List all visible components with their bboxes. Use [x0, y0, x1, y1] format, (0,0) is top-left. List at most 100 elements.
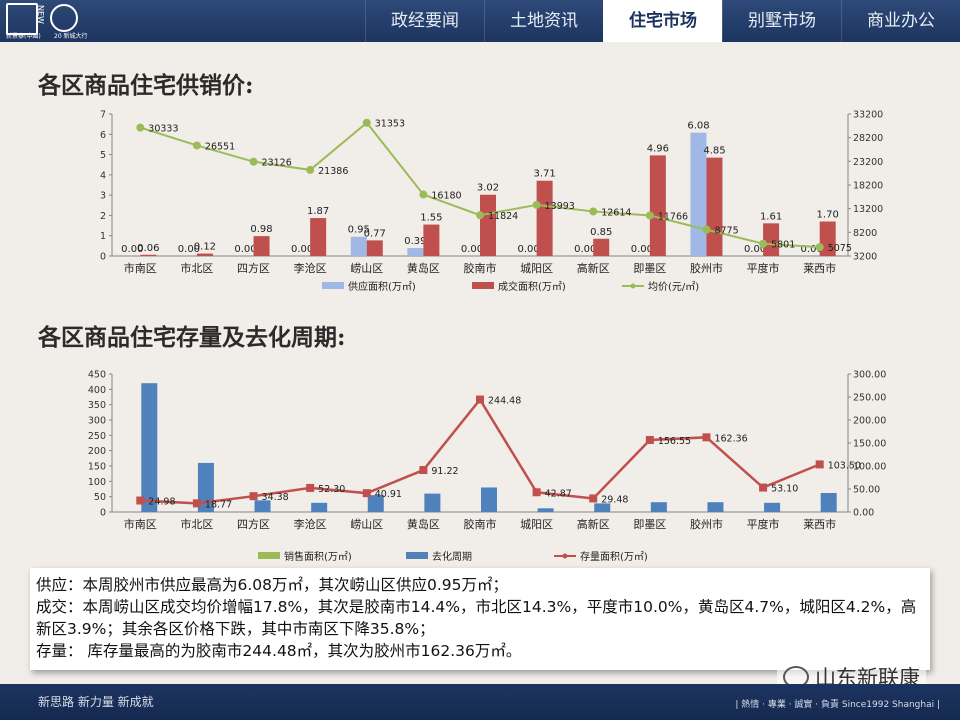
bar-value-label: 1.61 [760, 211, 782, 222]
y-tick-label-right: 13200 [853, 204, 883, 215]
y-tick-label-right: 0.00 [853, 508, 874, 519]
bar-value-label: 0.00 [631, 244, 653, 255]
line-value-label: 26551 [205, 141, 235, 152]
x-tick-label: 莱西市 [803, 261, 836, 275]
y-tick-label-right: 100.00 [853, 462, 886, 473]
x-tick-label: 崂山区 [350, 518, 383, 531]
line-point [476, 395, 484, 404]
line-point [476, 211, 484, 220]
line-series [140, 397, 821, 505]
line-point [249, 492, 258, 501]
line-value-label: 156.55 [658, 436, 691, 447]
legend-label: 销售面积(万㎡) [284, 550, 352, 563]
bar-1 [310, 218, 327, 256]
line-value-label: 244.48 [488, 396, 521, 407]
tab-commercial-office[interactable]: 商业办公 [841, 0, 960, 42]
x-tick-label: 高新区 [577, 261, 610, 275]
x-tick-label: 高新区 [577, 517, 610, 531]
line-value-label: 12614 [601, 207, 631, 218]
footer-slogan: 新思路 新力量 新成就 [38, 695, 154, 709]
bar-1 [196, 253, 213, 256]
line-value-label: 53.10 [771, 484, 798, 495]
line-value-label: 21386 [318, 166, 348, 177]
tab-land-info[interactable]: 土地资讯 [484, 0, 603, 42]
bar-value-label: 6.08 [687, 121, 709, 132]
y-tick-label-left: 300 [88, 416, 106, 427]
line-value-label: 34.38 [262, 492, 289, 503]
bar-1 [594, 503, 611, 512]
line-value-label: 18.77 [205, 499, 232, 510]
bar-value-label: 0.00 [178, 244, 200, 255]
bar-1 [536, 180, 553, 256]
bar-1 [537, 508, 554, 512]
y-tick-label-right: 8200 [853, 228, 877, 239]
legend-marker-icon [562, 553, 568, 559]
y-tick-label-left: 3 [100, 191, 106, 202]
note-deal: 成交：本周崂山区成交均价增幅17.8%，其次是胶南市14.4%，市北区14.3%… [36, 598, 917, 638]
line-value-label: 5075 [828, 243, 852, 254]
logo-circle-icon [50, 4, 78, 32]
bar-1 [763, 223, 780, 256]
bar-value-label: 4.96 [647, 143, 669, 154]
bar-1 [366, 240, 383, 256]
bar-value-label: 0.00 [744, 244, 766, 255]
bar-1 [141, 383, 158, 512]
bar-value-label: 0.00 [574, 244, 596, 255]
y-tick-label-right: 23200 [853, 157, 883, 168]
x-tick-label: 崂山区 [350, 262, 383, 275]
bar-value-label: 3.02 [477, 183, 499, 194]
y-tick-label-left: 2 [100, 211, 106, 222]
bar-1 [593, 238, 610, 256]
x-tick-label: 市北区 [180, 517, 213, 531]
y-tick-label-right: 250.00 [853, 393, 886, 404]
x-tick-label: 四方区 [237, 517, 270, 531]
nav-tabs: 政经要闻 土地资讯 住宅市场 别墅市场 商业办公 [365, 0, 960, 42]
x-tick-label: 莱西市 [803, 517, 836, 531]
x-tick-label: 黄岛区 [407, 517, 440, 531]
line-value-label: 8775 [714, 226, 738, 237]
line-point [532, 200, 541, 209]
section-title-stock-cycle: 各区商品住宅存量及去化周期: [38, 324, 346, 351]
line-point [759, 239, 768, 248]
x-tick-label: 市北区 [180, 261, 213, 275]
x-tick-label: 黄岛区 [407, 261, 440, 275]
y-tick-label-right: 200.00 [853, 416, 886, 427]
bar-value-label: 0.98 [250, 224, 272, 235]
y-tick-label-right: 33200 [853, 110, 883, 121]
tab-villa-market[interactable]: 别墅市场 [722, 0, 841, 42]
line-value-label: 13993 [545, 201, 575, 212]
line-point [306, 483, 315, 492]
bar-1 [764, 502, 781, 512]
line-value-label: 52.30 [318, 484, 345, 495]
y-tick-label-left: 1 [100, 231, 106, 242]
bar-value-label: 0.00 [517, 244, 539, 255]
section-title-supply-sales-price: 各区商品住宅供销价: [38, 72, 254, 99]
bar-value-label: 0.00 [234, 244, 256, 255]
bar-1 [649, 155, 666, 256]
y-tick-label-left: 7 [100, 110, 106, 121]
legend-label: 存量面积(万㎡) [580, 550, 648, 563]
line-value-label: 23126 [262, 158, 292, 169]
bar-1 [424, 493, 441, 512]
y-tick-label-right: 28200 [853, 133, 883, 144]
line-point [362, 118, 371, 127]
line-value-label: 30333 [148, 124, 178, 135]
tab-residential-market[interactable]: 住宅市场 [603, 0, 722, 42]
tab-politics-economy[interactable]: 政经要闻 [365, 0, 484, 42]
line-value-label: 29.48 [601, 494, 628, 505]
x-tick-label: 胶南市 [464, 261, 497, 275]
bar-1 [650, 502, 667, 512]
line-value-label: 11766 [658, 211, 688, 222]
line-value-label: 42.87 [545, 488, 572, 499]
y-tick-label-left: 350 [88, 400, 106, 411]
bar-1 [254, 500, 271, 512]
bar-value-label: 4.85 [703, 146, 725, 157]
line-point [645, 211, 654, 220]
y-tick-label-left: 250 [88, 431, 106, 442]
line-point [192, 141, 201, 150]
line-point [759, 483, 768, 492]
line-point [815, 243, 824, 252]
x-tick-label: 李沧区 [294, 261, 327, 275]
x-tick-label: 胶州市 [690, 261, 723, 275]
footer-tagline: | 熱情 · 專業 · 誠實 · 負責 Since1992 Shanghai | [735, 700, 940, 710]
